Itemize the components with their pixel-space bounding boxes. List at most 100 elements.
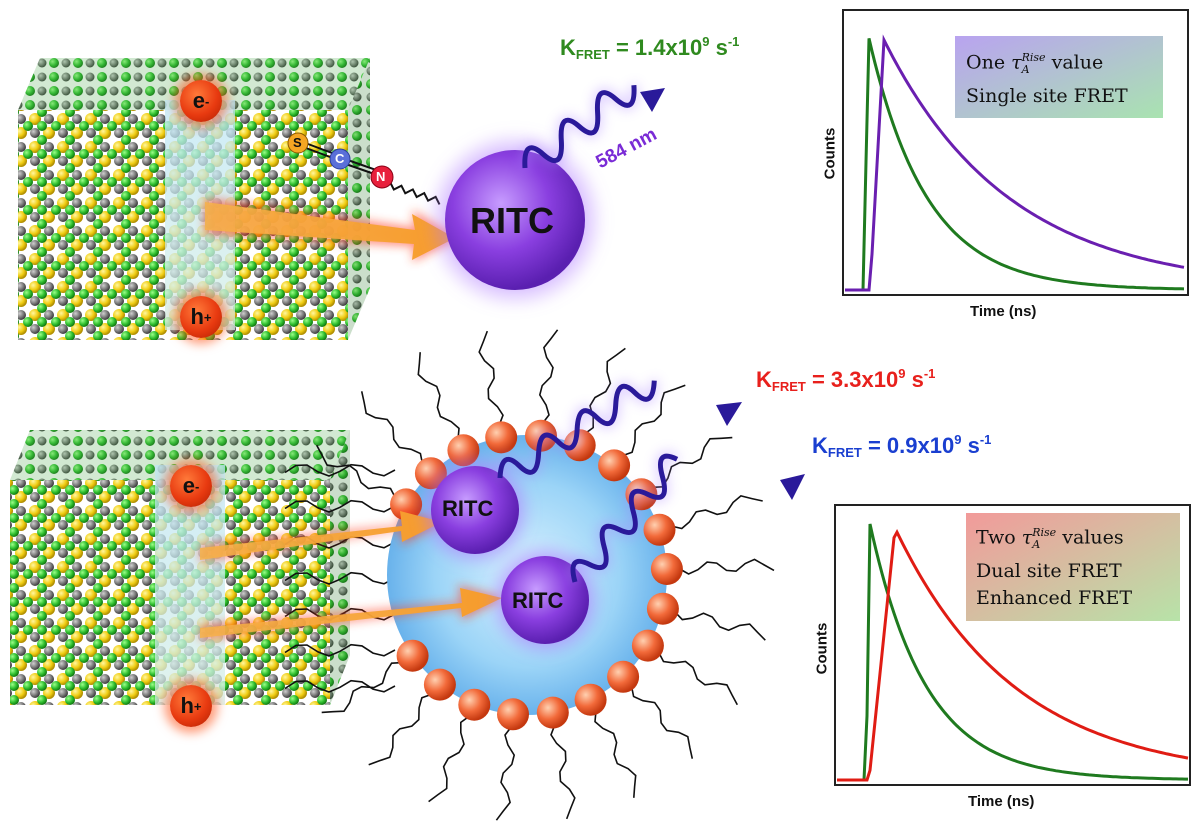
legend-bottom-tau: τ: [1021, 526, 1033, 549]
surfactant-head: [643, 513, 676, 546]
surfactant-tail: [657, 651, 739, 706]
chart-top-xlabel: Time (ns): [970, 303, 1037, 320]
scn-linker: [287, 132, 441, 205]
surfactant-head: [497, 698, 529, 731]
electron-top-letter: e: [192, 88, 205, 113]
surfactant-head: [650, 553, 683, 585]
energy-transfer-arrow-top: [205, 198, 458, 262]
kfret-red-symbol: K: [756, 367, 772, 392]
surfactant-tail: [284, 571, 396, 585]
hole-bottom-sign: +: [193, 698, 202, 714]
legend-bottom-sub: A: [1032, 538, 1041, 552]
kfret-blue: KFRET = 0.9x109 s-1: [812, 432, 991, 460]
trace-acceptor-bottom: [837, 528, 1189, 782]
surfactant-tail: [284, 643, 396, 657]
energy-transfer-arrow-bottom-2: [200, 585, 505, 640]
emission-wave-bottom-1: [495, 380, 742, 479]
legend-top-sup: Rise: [1021, 51, 1046, 64]
surfactant-tail: [428, 715, 471, 803]
surfactant-head: [631, 629, 664, 662]
energy-transfer-arrow-bottom-1: [200, 508, 445, 562]
surfactant-head: [598, 449, 631, 482]
ritc-label-bottom-2: RITC: [512, 588, 564, 613]
hole-top: h +: [180, 296, 222, 338]
kfret-red-unit: s: [905, 367, 924, 392]
electron-bottom-letter: e: [182, 473, 195, 498]
surfactant-head: [574, 683, 607, 716]
kfret-top-unit-exp: -1: [727, 34, 740, 49]
legend-top-suffix: value: [1045, 51, 1104, 74]
surfactant-tail: [670, 495, 763, 530]
hole-bottom: h +: [170, 685, 212, 727]
emission-wave-top: [520, 84, 665, 169]
kfret-blue-symbol: K: [812, 433, 828, 458]
chart-bottom-xlabel: Time (ns): [968, 793, 1035, 810]
ritc-dye-bottom-1: [417, 452, 533, 568]
surfactant-tail: [321, 661, 403, 714]
kfret-blue-sub: FRET: [827, 445, 862, 460]
surfactant-tail: [284, 499, 396, 513]
surfactant-tail: [360, 391, 424, 465]
legend-bottom-sup: Rise: [1032, 526, 1057, 539]
ritc-label-top: RITC: [470, 200, 554, 241]
trace-acceptor-top: [845, 34, 1185, 292]
surfactant-tail: [583, 347, 626, 435]
chart-bottom-ylabel: Counts: [813, 622, 831, 675]
hole-top-letter: h: [190, 304, 204, 329]
atom-label-c: C: [335, 151, 345, 166]
surfactant-tail: [550, 724, 576, 820]
nitrogen-atom: [370, 165, 394, 189]
surfactant-head: [396, 639, 429, 672]
electron-top: e-: [180, 80, 222, 122]
hole-top-sign: +: [203, 309, 212, 325]
bottom-nanocrystal: [10, 430, 350, 705]
kfret-top-unit: s: [709, 35, 728, 60]
kfret-red-exp: 9: [898, 366, 906, 381]
electron-bottom-sign: -: [194, 478, 200, 494]
surfactant-tail: [284, 679, 396, 693]
legend-top-sub: A: [1021, 63, 1030, 77]
chart-bottom-legend-line2: Dual site FRET: [976, 560, 1122, 583]
surfactant-head: [485, 421, 518, 454]
legend-bottom-suffix: values: [1056, 526, 1124, 549]
kfret-red-unit-exp: -1: [923, 366, 936, 381]
legend-top-prefix: One: [966, 51, 1012, 74]
surfactant-tail: [673, 610, 766, 641]
chart-top-legend-line1: One τARise value: [966, 44, 1128, 83]
chart-bottom-legend-line1: Two τARise values: [976, 519, 1132, 558]
chart-top-legend-line2: Single site FRET: [966, 85, 1128, 108]
surfactant-head: [607, 660, 640, 693]
kfret-top-exp: 9: [702, 34, 710, 49]
surfactant-head: [423, 668, 456, 701]
chart-bottom-legend-line3: Enhanced FRET: [976, 587, 1133, 610]
chart-bottom-legend: Two τARise values Dual site FRET Enhance…: [968, 513, 1140, 618]
sulfur-atom: [287, 132, 309, 154]
kfret-blue-exp: 9: [954, 432, 962, 447]
surfactant-tail: [594, 710, 637, 798]
surfactant-tail: [678, 558, 775, 575]
surfactant-tail: [495, 725, 516, 821]
chart-top-legend: One τARise value Single site FRET: [958, 38, 1136, 116]
kfret-blue-value: = 0.9x10: [861, 433, 955, 458]
trace-donor-top: [845, 38, 1185, 292]
kfret-red: KFRET = 3.3x109 s-1: [756, 366, 935, 394]
kfret-blue-unit-exp: -1: [979, 432, 992, 447]
kfret-top-value: = 1.4x10: [609, 35, 703, 60]
chart-top-ylabel: Counts: [821, 127, 839, 180]
surfactant-head: [646, 592, 679, 625]
carbon-atom: [329, 148, 351, 170]
surfactant-tail: [538, 329, 559, 425]
kfret-top: KFRET = 1.4x109 s-1: [560, 34, 739, 62]
kfret-red-value: = 3.3x10: [805, 367, 899, 392]
surfactant-tail: [284, 463, 396, 477]
surfactant-tail: [621, 384, 686, 457]
surfactant-tail: [368, 693, 433, 766]
legend-box-top: [955, 36, 1163, 118]
surfactant-head: [458, 688, 491, 721]
surfactant-head: [390, 488, 423, 521]
kfret-red-sub: FRET: [771, 379, 806, 394]
legend-bottom-prefix: Two: [976, 526, 1022, 549]
decay-chart-bottom: [834, 504, 1191, 786]
electron-bottom: e-: [170, 465, 212, 507]
hole-bottom-letter: h: [180, 693, 194, 718]
